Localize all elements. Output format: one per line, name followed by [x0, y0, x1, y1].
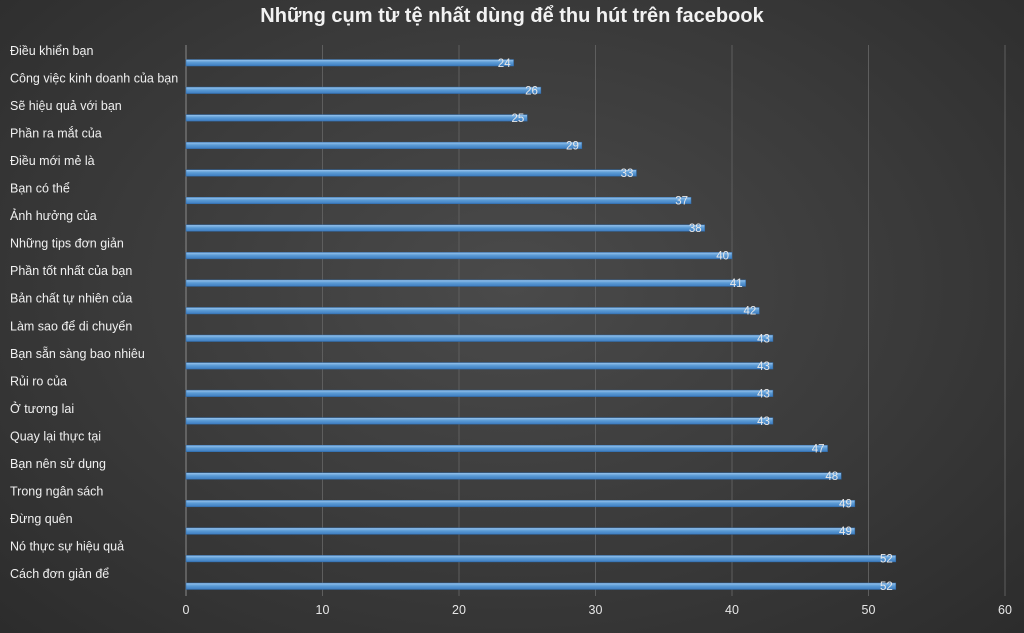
bar: [185, 417, 774, 425]
data-label: 43: [757, 416, 770, 428]
category-label: Công việc kinh doanh của bạn: [10, 71, 178, 85]
data-label: 43: [757, 388, 770, 400]
category-label: Phần tốt nhất của bạn: [10, 264, 132, 278]
data-label: 40: [716, 251, 729, 263]
data-label: 42: [744, 306, 757, 318]
bars: [185, 59, 897, 590]
data-label: 24: [498, 58, 511, 70]
category-label: Phần ra mắt của: [10, 125, 102, 140]
bar: [185, 472, 842, 480]
bar: [185, 307, 760, 315]
bar: [185, 86, 542, 94]
category-label: Những tips đơn giản: [10, 237, 124, 251]
chart-title: Những cụm từ tệ nhất dùng để thu hút trê…: [260, 5, 764, 27]
x-tick-label: 60: [998, 603, 1012, 617]
category-label: Trong ngân sách: [10, 485, 103, 499]
bar: [185, 141, 583, 149]
data-label: 25: [511, 113, 524, 125]
data-label: 37: [675, 196, 688, 208]
x-tick-label: 30: [589, 603, 603, 617]
data-label: 33: [621, 168, 634, 180]
bar: [185, 362, 774, 370]
data-label: 48: [825, 471, 838, 483]
x-tick-label: 40: [725, 603, 739, 617]
category-label: Cách đơn giản để: [10, 567, 109, 581]
category-label: Điều khiển bạn: [10, 44, 93, 58]
bar: [185, 527, 856, 535]
data-label: 26: [525, 85, 538, 97]
category-label: Bạn nên sử dụng: [10, 457, 106, 471]
category-label: Bạn có thể: [10, 182, 70, 196]
category-label: Bạn sẵn sàng bao nhiêu: [10, 346, 145, 361]
data-label: 29: [566, 140, 579, 152]
category-label: Quay lại thực tại: [10, 429, 101, 443]
data-label: 49: [839, 526, 852, 538]
data-label: 43: [757, 361, 770, 373]
data-label: 52: [880, 581, 893, 593]
bar: [185, 197, 692, 205]
data-label: 38: [689, 223, 702, 235]
data-label: 47: [812, 443, 825, 455]
bar: [185, 114, 528, 122]
category-label: Đừng quên: [10, 512, 73, 526]
bar: [185, 500, 856, 508]
x-tick-label: 50: [862, 603, 876, 617]
x-tick-label: 10: [316, 603, 330, 617]
gridlines: [185, 45, 1006, 596]
data-label: 49: [839, 499, 852, 511]
x-axis-tick-labels: 0 10 20 30 40 50 60: [183, 603, 1012, 617]
data-label: 43: [757, 333, 770, 345]
category-label: Bản chất tự nhiên của: [10, 292, 132, 306]
bar: [185, 555, 897, 563]
bar: [185, 169, 637, 177]
bar: [185, 224, 705, 232]
category-label: Điều mới mẻ là: [10, 154, 95, 168]
category-label: Làm sao để di chuyển: [10, 319, 132, 333]
bar: [185, 279, 746, 287]
data-labels: 24 26 25 29 33 37 38 40 41 42 43 43 43 43 47 48 49 49 52 52: [498, 58, 893, 593]
bar: [185, 252, 733, 260]
x-tick-label: 0: [183, 603, 190, 617]
x-tick-label: 20: [452, 603, 466, 617]
category-labels: Điều khiển bạn Công việc kinh doanh của b…: [10, 44, 178, 581]
data-label: 41: [730, 278, 743, 290]
category-label: Nó thực sự hiệu quả: [10, 540, 124, 554]
data-label: 52: [880, 554, 893, 566]
bar: [185, 389, 774, 397]
category-label: Ở tương lai: [10, 401, 74, 416]
bar: [185, 582, 897, 590]
bar: [185, 59, 514, 67]
bar: [185, 334, 774, 342]
category-label: Sẽ hiệu quả với bạn: [10, 99, 122, 113]
bar: [185, 444, 828, 452]
category-label: Ảnh hưởng của: [10, 208, 97, 223]
category-label: Rủi ro của: [10, 374, 67, 388]
